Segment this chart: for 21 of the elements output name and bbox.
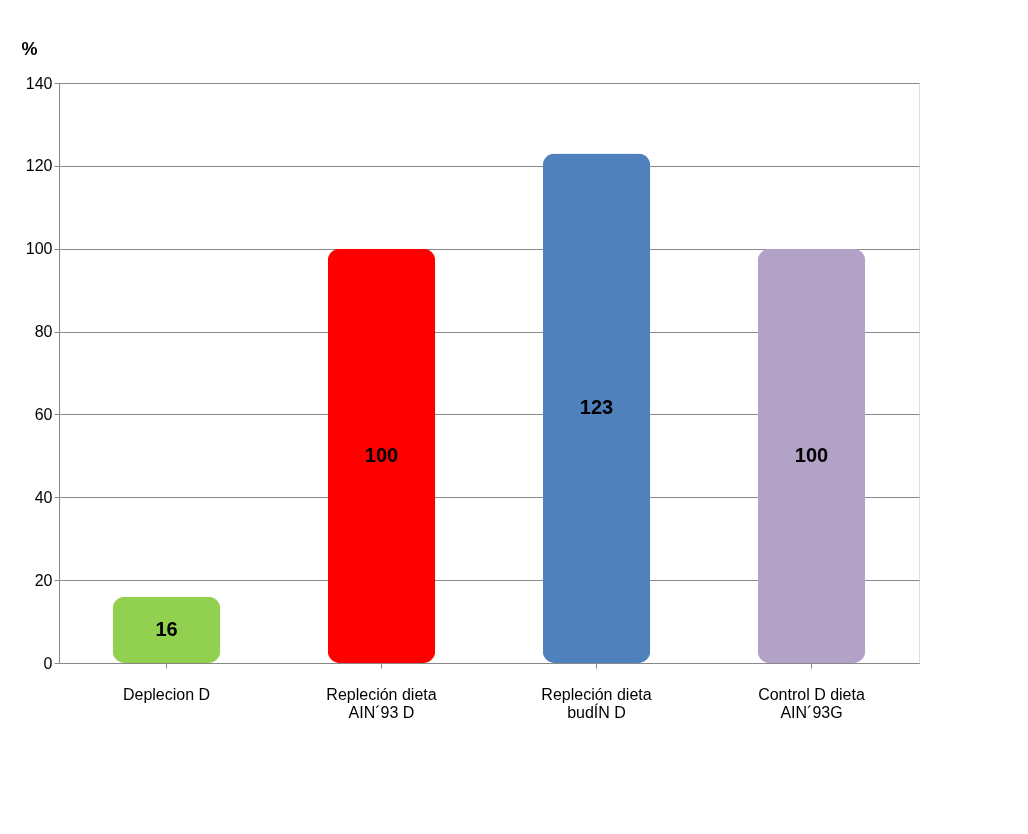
data-label: 123 (579, 396, 614, 419)
x-tick-label: Deplecion D (122, 685, 211, 703)
data-label: 100 (364, 443, 399, 466)
y-tick-label: 120 (25, 157, 53, 175)
x-tick-label: Control D dieta AIN´93G (758, 685, 865, 721)
bar (112, 596, 221, 663)
y-tick-label: 0 (43, 654, 53, 672)
y-tick-label: 80 (34, 323, 53, 341)
y-tick-label: 60 (34, 405, 53, 423)
y-tick-label: 100 (25, 240, 53, 258)
bar (542, 153, 651, 663)
y-tick-label: 40 (34, 488, 53, 506)
bar (327, 248, 436, 663)
bar (757, 248, 866, 663)
y-tick-label: 20 (34, 571, 53, 589)
x-tick-label: Repleción dieta AIN´93 D (326, 685, 437, 721)
data-label: 100 (794, 443, 829, 466)
y-axis-title: % (21, 38, 38, 59)
x-tick-label: Repleción dieta budÍN D (541, 685, 652, 721)
y-tick-label: 140 (25, 74, 53, 92)
data-label: 16 (155, 617, 178, 640)
